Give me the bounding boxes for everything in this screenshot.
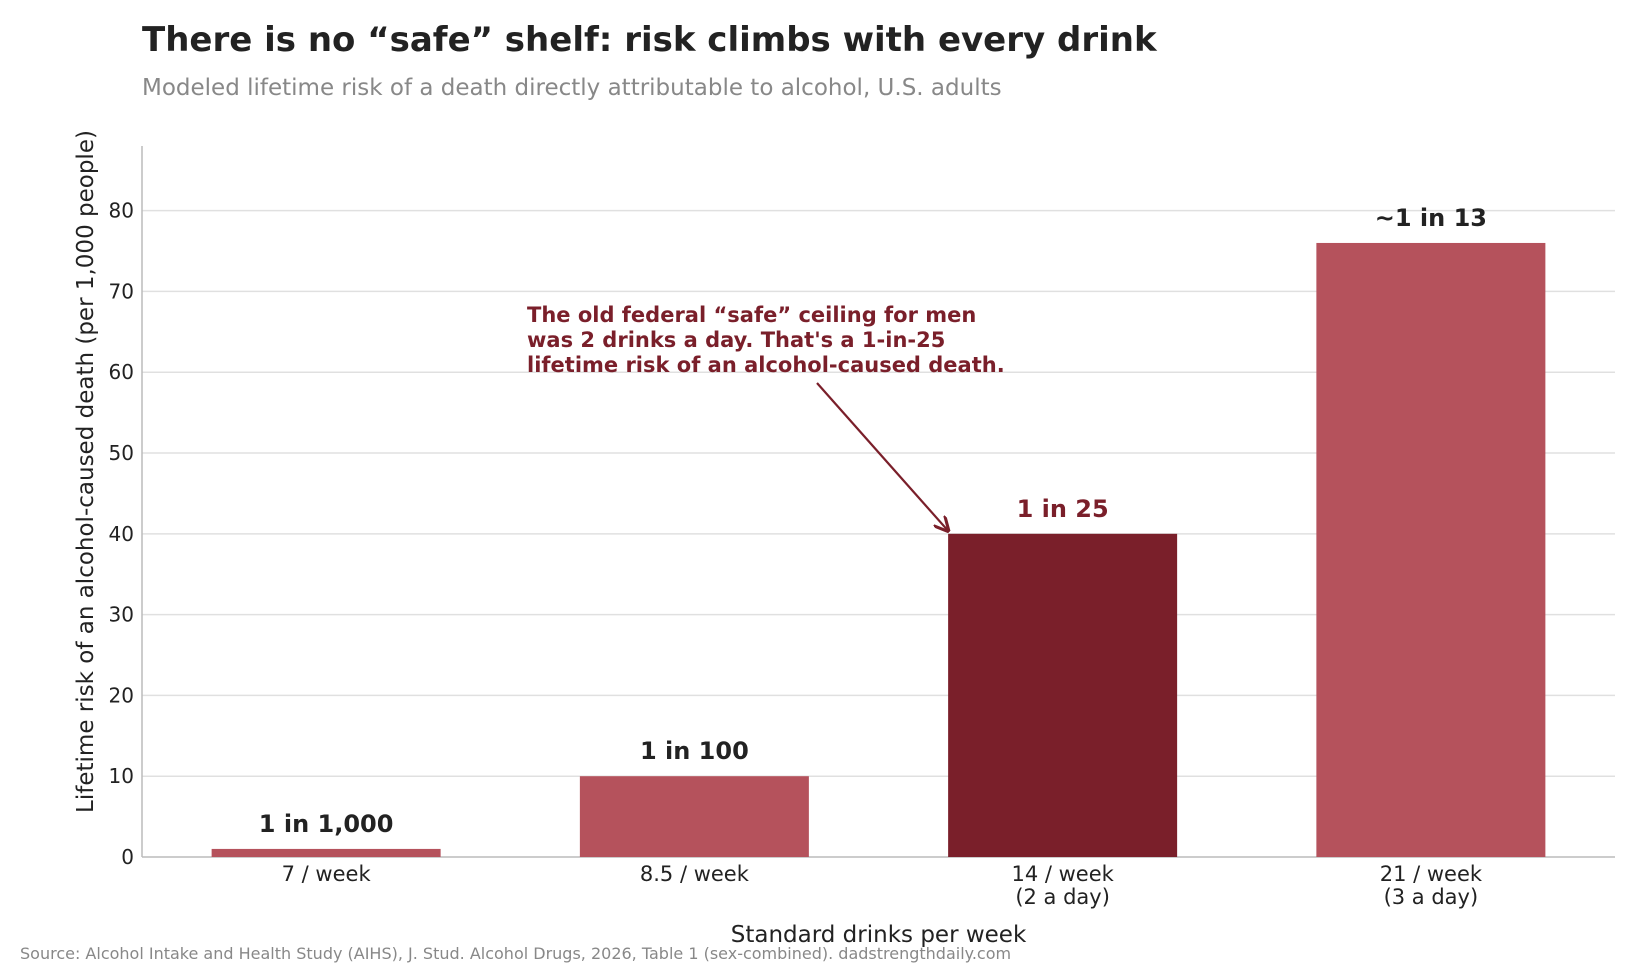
y-tick-label: 80 [109,199,134,223]
bar-value-label: ~1 in 13 [1375,204,1487,232]
chart-title: There is no “safe” shelf: risk climbs wi… [142,20,1157,60]
y-tick-label: 50 [109,441,134,465]
y-tick-label: 60 [109,360,134,384]
x-tick-label: 8.5 / week [640,862,750,886]
annotation-text-line: The old federal “safe” ceiling for men [527,303,976,327]
bar-value-label: 1 in 1,000 [259,810,394,838]
bar-3 [948,533,1178,857]
bar-1 [211,848,441,857]
bar-value-label: 1 in 25 [1017,495,1109,523]
y-tick-label: 10 [109,764,134,788]
annotation-text-line: lifetime risk of an alcohol-caused death… [527,353,1005,377]
source-note: Source: Alcohol Intake and Health Study … [20,944,1012,963]
x-tick-label: (3 a day) [1384,885,1479,909]
x-tick-label: (2 a day) [1015,885,1110,909]
y-tick-label: 70 [109,279,134,303]
chart-subtitle: Modeled lifetime risk of a death directl… [142,75,1002,101]
annotation-text-line: was 2 drinks a day. That's a 1-in-25 [527,328,945,352]
bar-2 [579,776,809,857]
x-axis-title: Standard drinks per week [731,922,1027,948]
y-tick-label: 40 [109,522,134,546]
x-tick-label: 21 / week [1380,862,1483,886]
x-tick-label: 14 / week [1011,862,1114,886]
y-tick-label: 0 [121,845,134,869]
bar-value-label: 1 in 100 [640,737,749,765]
y-axis-title: Lifetime risk of an alcohol-caused death… [73,130,99,813]
x-tick-label: 7 / week [282,862,372,886]
y-tick-label: 20 [109,683,134,707]
y-tick-label: 30 [109,603,134,627]
bar-4 [1316,242,1546,858]
annotation-arrow [816,382,948,531]
